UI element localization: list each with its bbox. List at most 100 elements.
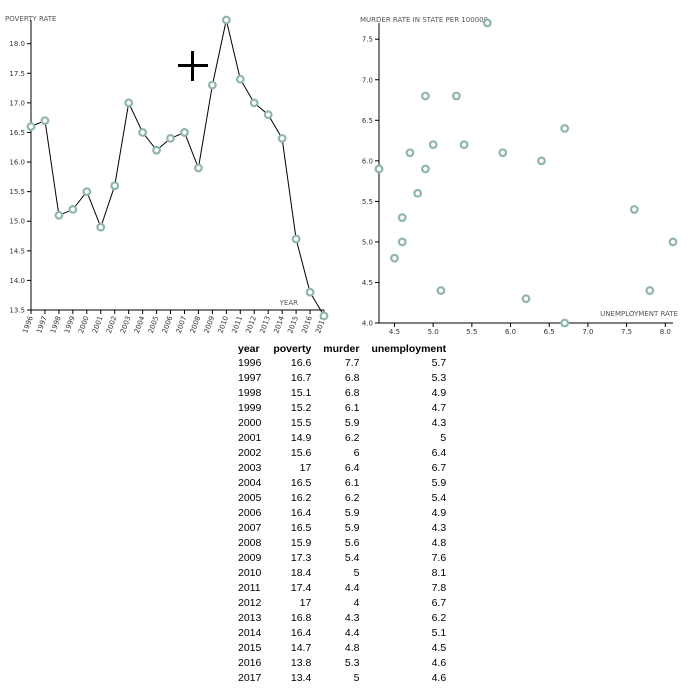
- table-row: 2008 15.9 5.6 4.8: [232, 536, 452, 551]
- line-point[interactable]: [194, 163, 203, 173]
- scatter-point[interactable]: [390, 253, 399, 263]
- scatter-point[interactable]: [421, 91, 430, 101]
- scatter-y-tick-label: 6.5: [362, 117, 373, 125]
- murder-cell: 7.7: [344, 357, 360, 369]
- table-row: 2015 14.7 4.8 4.5: [232, 641, 452, 656]
- year-cell: 2014: [238, 627, 262, 639]
- scatter-point[interactable]: [537, 156, 546, 166]
- poverty-cell: 13.8: [290, 657, 312, 669]
- murder-cell: 5.6: [344, 537, 360, 549]
- murder-cell: 5: [353, 567, 360, 579]
- scatter-point[interactable]: [560, 318, 570, 328]
- x-axis-title: YEAR: [279, 299, 298, 307]
- line-point[interactable]: [180, 128, 189, 137]
- scatter-point[interactable]: [498, 148, 508, 158]
- y-axis-title: POVERTY RATE: [5, 15, 56, 23]
- scatter-y-tick-label: 5.0: [362, 238, 373, 246]
- scatter-point[interactable]: [668, 237, 678, 247]
- scatter-point[interactable]: [413, 188, 423, 198]
- unemployment-cell: 5.7: [431, 357, 447, 369]
- table-row: 2009 17.3 5.4 7.6: [232, 551, 452, 566]
- year-cell: 2017: [238, 672, 262, 684]
- x-tick-label: 1998: [49, 315, 63, 334]
- scatter-point[interactable]: [397, 237, 407, 247]
- line-point[interactable]: [96, 222, 106, 232]
- line-point[interactable]: [277, 133, 287, 143]
- y-tick-label: 13.5: [9, 307, 25, 315]
- x-tick-label: 2006: [161, 314, 175, 334]
- column-header-murder[interactable]: murder: [323, 343, 360, 355]
- column-header-unemployment[interactable]: unemployment: [371, 343, 447, 355]
- year-cell: 2010: [238, 567, 262, 579]
- murder-cell: 6.8: [344, 372, 360, 384]
- line-point[interactable]: [152, 145, 161, 155]
- year-cell: 2006: [238, 507, 262, 519]
- murder-cell: 5.9: [344, 507, 360, 519]
- line-point[interactable]: [82, 187, 92, 197]
- murder-cell: 5.9: [344, 522, 360, 534]
- year-cell: 2005: [238, 492, 262, 504]
- x-tick-label: 2000: [77, 315, 91, 334]
- table-row: 2005 16.2 6.2 5.4: [232, 491, 452, 506]
- scatter-point[interactable]: [374, 164, 384, 174]
- x-tick-label: 2015: [286, 315, 300, 334]
- poverty-cell: 13.4: [290, 672, 312, 684]
- unemployment-cell: 4.3: [431, 417, 447, 429]
- murder-cell: 4.8: [344, 642, 360, 654]
- x-tick-label: 2013: [258, 315, 272, 334]
- line-point[interactable]: [235, 74, 245, 84]
- line-point[interactable]: [26, 122, 36, 131]
- scatter-point[interactable]: [521, 294, 531, 304]
- line-point[interactable]: [138, 128, 148, 137]
- scatter-point[interactable]: [405, 148, 415, 158]
- scatter-point[interactable]: [459, 140, 469, 150]
- year-cell: 1996: [238, 357, 262, 369]
- y-tick-label: 17.5: [9, 70, 25, 78]
- line-point[interactable]: [54, 210, 64, 220]
- table-row: 2014 16.4 4.4 5.1: [232, 626, 452, 641]
- scatter-point[interactable]: [560, 124, 570, 133]
- line-point[interactable]: [291, 234, 301, 244]
- line-point[interactable]: [166, 133, 175, 143]
- line-point[interactable]: [124, 98, 134, 108]
- line-point[interactable]: [319, 311, 329, 321]
- scatter-point[interactable]: [421, 164, 430, 174]
- line-point[interactable]: [207, 80, 217, 90]
- table-row: 2006 16.4 5.9 4.9: [232, 506, 452, 521]
- scatter-point[interactable]: [645, 286, 655, 295]
- poverty-cell: 16.5: [290, 477, 312, 489]
- scatter-point[interactable]: [436, 286, 446, 295]
- scatter-point[interactable]: [482, 18, 492, 28]
- line-point[interactable]: [249, 98, 259, 108]
- y-tick-label: 15.0: [9, 218, 25, 226]
- murder-cell: 5: [353, 672, 360, 684]
- column-header-year[interactable]: year: [238, 343, 260, 355]
- unemployment-cell: 5: [440, 432, 447, 444]
- scatter-y-tick-label: 7.0: [362, 76, 373, 84]
- line-point[interactable]: [221, 15, 231, 25]
- unemployment-cell: 5.4: [431, 492, 447, 504]
- scatter-point[interactable]: [397, 213, 407, 222]
- line-point[interactable]: [305, 287, 315, 297]
- unemployment-cell: 6.4: [431, 447, 447, 459]
- poverty-cell: 17: [299, 597, 312, 609]
- x-tick-label: 2003: [119, 315, 133, 334]
- year-cell: 2012: [238, 597, 262, 609]
- column-header-poverty[interactable]: poverty: [273, 343, 312, 355]
- scatter-x-tick-label: 5.5: [466, 328, 477, 336]
- x-tick-label: 2007: [175, 315, 189, 334]
- table-row: 2000 15.5 5.9 4.3: [232, 416, 452, 431]
- line-point[interactable]: [263, 110, 273, 120]
- scatter-x-tick-label: 5.0: [428, 328, 439, 336]
- line-point[interactable]: [110, 181, 120, 191]
- crosshair-icon: [178, 51, 208, 81]
- x-tick-label: 2004: [133, 314, 147, 334]
- poverty-cell: 15.9: [290, 537, 312, 549]
- line-point[interactable]: [68, 204, 78, 214]
- table-row: 2001 14.9 6.2 5: [232, 431, 452, 446]
- line-point[interactable]: [40, 116, 50, 126]
- scatter-point[interactable]: [451, 91, 461, 101]
- x-tick-label: 2014: [272, 314, 286, 334]
- scatter-point[interactable]: [428, 140, 438, 150]
- scatter-point[interactable]: [629, 205, 639, 214]
